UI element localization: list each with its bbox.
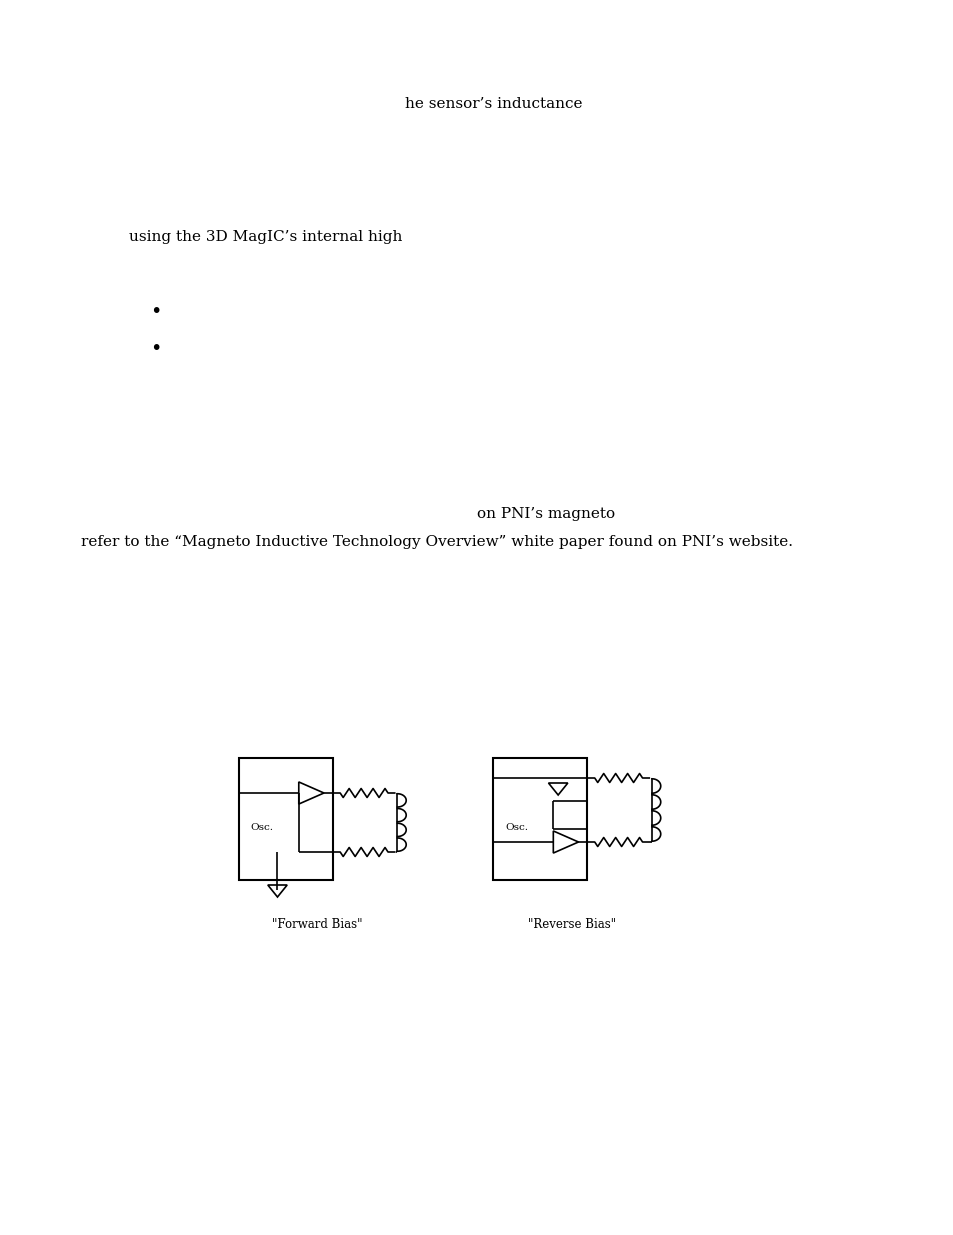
Bar bbox=[238, 758, 333, 881]
Text: "Reverse Bias": "Reverse Bias" bbox=[527, 919, 615, 931]
Bar bbox=[493, 758, 587, 881]
Text: Osc.: Osc. bbox=[504, 823, 527, 831]
Text: •: • bbox=[150, 338, 161, 358]
Text: •: • bbox=[150, 301, 161, 321]
Text: using the 3D MagIC’s internal high: using the 3D MagIC’s internal high bbox=[130, 230, 402, 245]
Text: he sensor’s inductance: he sensor’s inductance bbox=[405, 96, 582, 111]
Text: "Forward Bias": "Forward Bias" bbox=[272, 919, 362, 931]
Text: on PNI’s magneto: on PNI’s magneto bbox=[476, 506, 615, 521]
Text: Osc.: Osc. bbox=[250, 823, 274, 831]
Text: refer to the “Magneto Inductive Technology Overview” white paper found on PNI’s : refer to the “Magneto Inductive Technolo… bbox=[81, 535, 792, 550]
